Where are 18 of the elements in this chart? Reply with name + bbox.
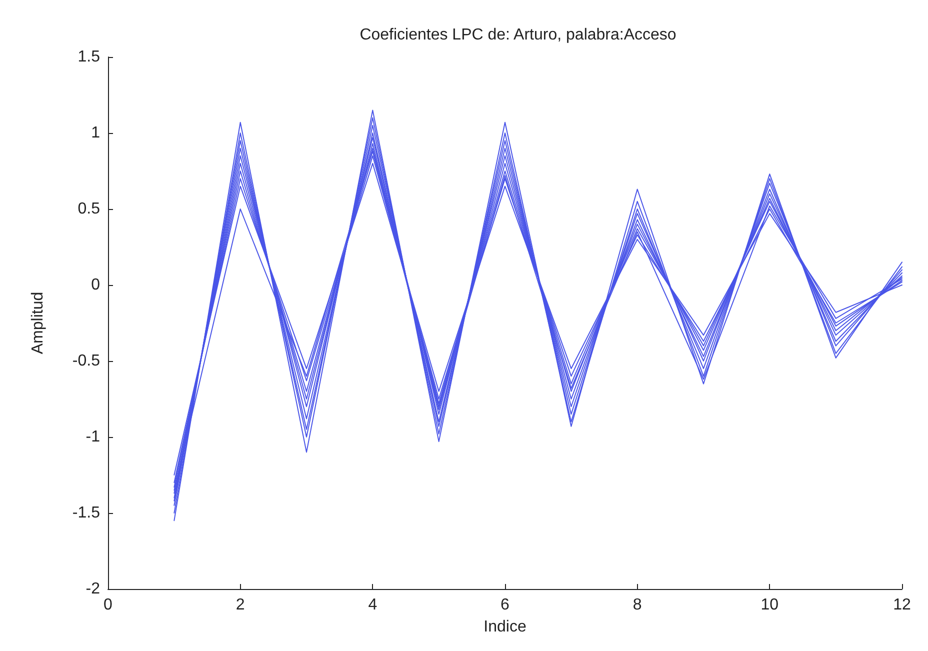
y-tick-label: -2 bbox=[86, 580, 100, 598]
y-tick-label: 0 bbox=[91, 276, 100, 294]
x-tick-label: 10 bbox=[760, 596, 779, 614]
x-axis-title: Indice bbox=[484, 618, 526, 636]
x-tick-label: 2 bbox=[236, 596, 245, 614]
chart-title: Coeficientes LPC de: Arturo, palabra:Acceso bbox=[360, 26, 676, 44]
y-tick-label: 1.5 bbox=[78, 48, 100, 66]
x-tick-label: 12 bbox=[893, 596, 911, 614]
x-tick-label: 4 bbox=[368, 596, 378, 614]
x-tick-label: 6 bbox=[500, 596, 510, 614]
y-tick-label: 1 bbox=[91, 124, 100, 142]
y-axis-title: Amplitud bbox=[30, 292, 46, 354]
y-tick-label: 0.5 bbox=[78, 200, 100, 218]
y-tick-label: -0.5 bbox=[72, 352, 100, 370]
y-tick-label: -1.5 bbox=[72, 504, 100, 522]
y-tick-label: -1 bbox=[86, 428, 100, 446]
x-tick-label: 0 bbox=[104, 596, 113, 614]
x-tick-label: 8 bbox=[632, 596, 642, 614]
